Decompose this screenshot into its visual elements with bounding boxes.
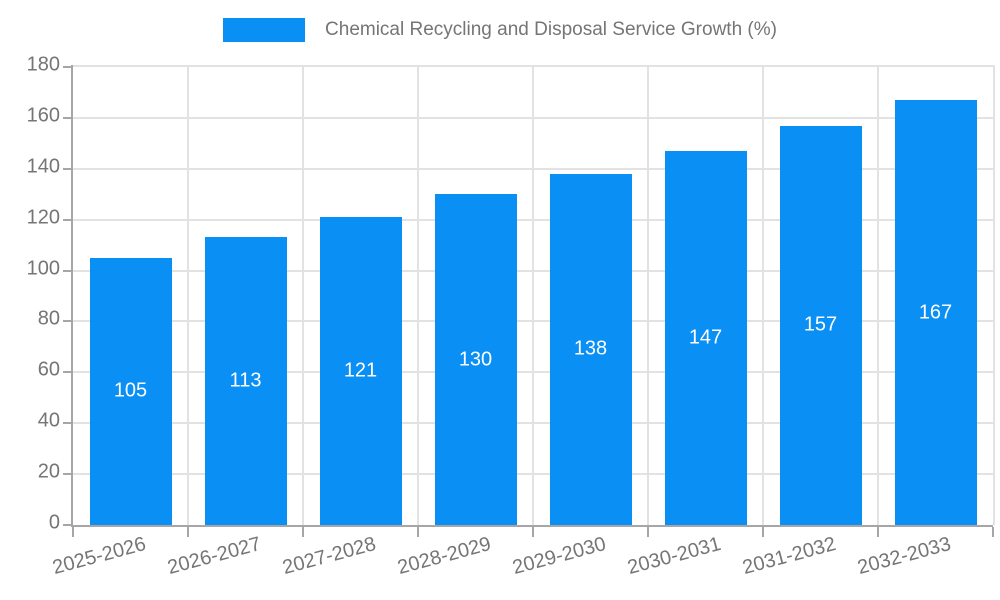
bar-2025-2026 — [89, 257, 172, 525]
x-axis-tick-label: 2032-2033 — [855, 533, 954, 580]
x-axis-tick-label: 2027-2028 — [280, 533, 379, 580]
y-axis-tick-label: 0 — [48, 511, 60, 534]
gridline-vertical — [187, 67, 189, 525]
y-axis-tick-label: 100 — [26, 257, 60, 280]
bar-2030-2031 — [664, 150, 747, 525]
bar-2027-2028 — [319, 217, 402, 525]
gridline-vertical — [762, 67, 764, 525]
y-axis-tick-label: 140 — [26, 155, 60, 178]
bar-value-label: 113 — [229, 369, 262, 392]
gridline-vertical — [877, 67, 879, 525]
bar-2026-2027 — [204, 237, 287, 525]
x-axis-tick — [647, 527, 649, 537]
x-axis-tick-label: 2028-2029 — [395, 533, 494, 580]
y-axis-tick-label: 120 — [26, 206, 60, 229]
y-axis-tick-label: 80 — [37, 307, 60, 330]
y-axis-tick — [63, 66, 71, 68]
y-axis-tick — [63, 473, 71, 476]
x-axis-tick-label: 2030-2031 — [625, 533, 724, 580]
y-axis-tick — [63, 524, 71, 526]
y-axis-tick-label: 20 — [37, 460, 60, 483]
x-axis-line — [71, 525, 993, 527]
y-axis-tick — [63, 116, 71, 119]
x-axis-tick — [992, 527, 994, 537]
x-axis-tick — [417, 527, 419, 537]
x-axis-tick — [72, 527, 74, 537]
y-axis-tick-label: 180 — [26, 53, 60, 76]
x-axis-tick-label: 2026-2027 — [165, 533, 264, 580]
x-axis-tick — [302, 527, 304, 537]
bar-2028-2029 — [434, 194, 517, 525]
x-axis-tick — [762, 527, 764, 537]
legend-swatch — [223, 18, 306, 42]
bar-2031-2032 — [779, 125, 862, 525]
x-axis-tick-label: 2025-2026 — [50, 533, 149, 580]
bar-value-label: 157 — [803, 313, 838, 336]
y-axis-tick — [63, 320, 71, 323]
y-axis-tick — [63, 422, 71, 425]
bar-2032-2033 — [894, 100, 977, 525]
bar-value-label: 105 — [113, 379, 148, 402]
y-axis-tick-label: 160 — [26, 104, 60, 127]
y-axis-tick — [63, 167, 71, 170]
bar-2029-2030 — [549, 173, 632, 525]
x-axis-tick-label: 2029-2030 — [510, 533, 609, 580]
y-axis-tick — [63, 269, 71, 272]
bar-value-label: 147 — [688, 326, 723, 349]
bar-value-label: 121 — [343, 359, 378, 382]
chart-legend: Chemical Recycling and Disposal Service … — [0, 18, 1000, 42]
gridline-vertical — [647, 67, 649, 525]
y-axis-line — [71, 65, 73, 527]
y-axis-tick — [63, 218, 71, 221]
gridline-vertical — [532, 67, 534, 525]
bar-value-label: 130 — [458, 348, 493, 371]
gridline-vertical — [302, 67, 304, 525]
x-axis-tick — [187, 527, 189, 537]
bar-value-label: 138 — [573, 337, 608, 360]
gridline-vertical — [417, 67, 419, 525]
plot-area: 105 113 121 130 138 147 157 167 — [63, 65, 995, 537]
y-axis-tick — [63, 371, 71, 374]
x-axis-tick-label: 2031-2032 — [740, 533, 839, 580]
y-axis-tick-label: 40 — [37, 409, 60, 432]
x-axis-tick — [877, 527, 879, 537]
legend-label: Chemical Recycling and Disposal Service … — [325, 19, 777, 40]
y-axis-tick-label: 60 — [37, 358, 60, 381]
bar-value-label: 167 — [918, 301, 953, 324]
x-axis-tick — [532, 527, 534, 537]
